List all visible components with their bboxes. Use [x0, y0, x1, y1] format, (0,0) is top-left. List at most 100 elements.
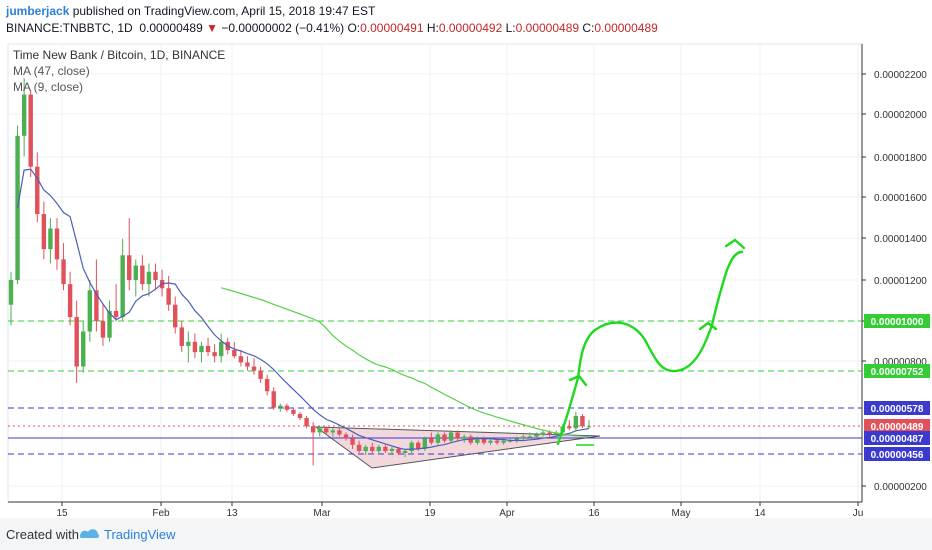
- candle-body[interactable]: [100, 321, 106, 338]
- candle-body[interactable]: [28, 94, 33, 167]
- tradingview-logo-icon[interactable]: [78, 525, 100, 541]
- candle-body[interactable]: [232, 350, 237, 357]
- candle-body[interactable]: [324, 428, 329, 433]
- candle-body[interactable]: [264, 378, 270, 392]
- candle-body[interactable]: [238, 356, 244, 363]
- candle-body[interactable]: [350, 438, 355, 445]
- candle-body[interactable]: [580, 415, 585, 427]
- candle-body[interactable]: [409, 442, 414, 451]
- candle-body[interactable]: [429, 438, 434, 443]
- candle-body[interactable]: [501, 440, 506, 443]
- candle-body[interactable]: [199, 345, 204, 353]
- candle-body[interactable]: [567, 426, 572, 429]
- candle-body[interactable]: [337, 430, 342, 435]
- candle-body[interactable]: [455, 432, 460, 439]
- candle-body[interactable]: [166, 288, 171, 305]
- candle-body[interactable]: [310, 426, 316, 433]
- candle-body[interactable]: [133, 265, 138, 280]
- candle-body[interactable]: [534, 434, 539, 437]
- candle-body[interactable]: [442, 434, 447, 441]
- candle-body[interactable]: [74, 317, 79, 367]
- candle-body[interactable]: [514, 438, 519, 441]
- candle-body[interactable]: [389, 448, 395, 451]
- price-label-tag[interactable]: 0.00000456: [864, 447, 930, 461]
- candle-body[interactable]: [15, 135, 20, 280]
- candle-body[interactable]: [547, 432, 552, 435]
- author-link[interactable]: jumberjack: [6, 4, 70, 18]
- price-label-tag[interactable]: 0.00001000: [864, 314, 930, 328]
- candle-body[interactable]: [212, 352, 217, 357]
- candle-body[interactable]: [120, 255, 125, 318]
- candle-body[interactable]: [48, 228, 53, 250]
- candle-body[interactable]: [363, 446, 368, 451]
- price-label-tag[interactable]: 0.00000578: [864, 401, 930, 415]
- candle-body[interactable]: [67, 284, 73, 318]
- candle-body[interactable]: [87, 290, 93, 332]
- candle-body[interactable]: [251, 366, 257, 371]
- candle-body[interactable]: [448, 432, 454, 441]
- candle-body[interactable]: [127, 255, 132, 280]
- candle-body[interactable]: [35, 166, 40, 215]
- candle-body[interactable]: [383, 446, 388, 451]
- chart-container[interactable]: 0.00002200 0.00002000 0.00001800 0.00001600…: [0, 40, 932, 518]
- candle-body[interactable]: [107, 310, 112, 338]
- legend-ma47[interactable]: MA (47, close): [13, 64, 90, 78]
- candle-body[interactable]: [140, 265, 145, 285]
- candle-body[interactable]: [179, 327, 184, 346]
- candle-body[interactable]: [205, 345, 211, 353]
- candle-body[interactable]: [186, 341, 191, 346]
- candle-body[interactable]: [284, 405, 290, 410]
- candle-body[interactable]: [330, 430, 336, 433]
- price-label-tag[interactable]: 0.00000487: [864, 431, 930, 445]
- candle-body[interactable]: [422, 438, 427, 449]
- legend-ma9[interactable]: MA (9, close): [13, 80, 84, 94]
- price-chart[interactable]: 0.00002200 0.00002000 0.00001800 0.00001600…: [0, 40, 932, 518]
- candle-body[interactable]: [21, 94, 27, 136]
- candle-body[interactable]: [586, 426, 592, 428]
- candle-body[interactable]: [356, 444, 362, 451]
- candle-body[interactable]: [113, 310, 119, 318]
- candle-body[interactable]: [245, 362, 250, 367]
- candle-body[interactable]: [192, 341, 198, 353]
- candle-body[interactable]: [271, 391, 276, 408]
- price-label-tag[interactable]: 0.00000489: [864, 419, 930, 433]
- candle-body[interactable]: [343, 434, 349, 439]
- ma47-line[interactable]: [221, 287, 590, 438]
- candle-body[interactable]: [376, 446, 382, 451]
- candle-body[interactable]: [402, 450, 408, 454]
- candle-body[interactable]: [146, 271, 152, 285]
- candle-body[interactable]: [297, 413, 303, 419]
- candle-body[interactable]: [81, 331, 86, 367]
- candle-body[interactable]: [521, 436, 526, 439]
- candle-body[interactable]: [370, 446, 375, 451]
- tradingview-link[interactable]: TradingView: [104, 527, 176, 542]
- candle-body[interactable]: [258, 370, 263, 379]
- candle-body[interactable]: [173, 304, 178, 328]
- candle-body[interactable]: [527, 436, 533, 438]
- candle-body[interactable]: [481, 438, 487, 443]
- candle-body[interactable]: [218, 341, 224, 357]
- candle-body[interactable]: [507, 440, 513, 442]
- candle-body[interactable]: [416, 442, 421, 449]
- candle-body[interactable]: [61, 259, 66, 285]
- candle-body[interactable]: [54, 228, 60, 260]
- candle-body[interactable]: [488, 440, 493, 443]
- candle-body[interactable]: [435, 434, 441, 443]
- candle-body[interactable]: [494, 440, 500, 443]
- candle-body[interactable]: [396, 448, 401, 454]
- candle-body[interactable]: [8, 280, 14, 305]
- candle-body[interactable]: [462, 436, 467, 439]
- candle-body[interactable]: [291, 409, 296, 414]
- ma9-line[interactable]: [17, 168, 590, 451]
- candle-body[interactable]: [278, 405, 283, 408]
- candle-body[interactable]: [41, 214, 47, 250]
- candle-body[interactable]: [153, 271, 158, 280]
- candle-body[interactable]: [573, 415, 579, 429]
- candle-body[interactable]: [304, 418, 309, 427]
- candle-body[interactable]: [317, 428, 322, 433]
- candle-body[interactable]: [540, 432, 546, 435]
- time-tick-label: Ju: [853, 508, 864, 518]
- candle-body[interactable]: [475, 438, 480, 443]
- price-label-tag[interactable]: 0.00000752: [864, 364, 930, 378]
- candle-body[interactable]: [94, 290, 99, 322]
